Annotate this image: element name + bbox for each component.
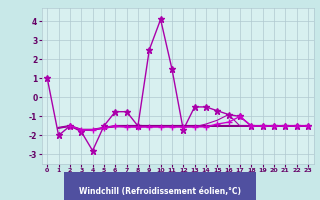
Text: Windchill (Refroidissement éolien,°C): Windchill (Refroidissement éolien,°C) — [79, 187, 241, 196]
